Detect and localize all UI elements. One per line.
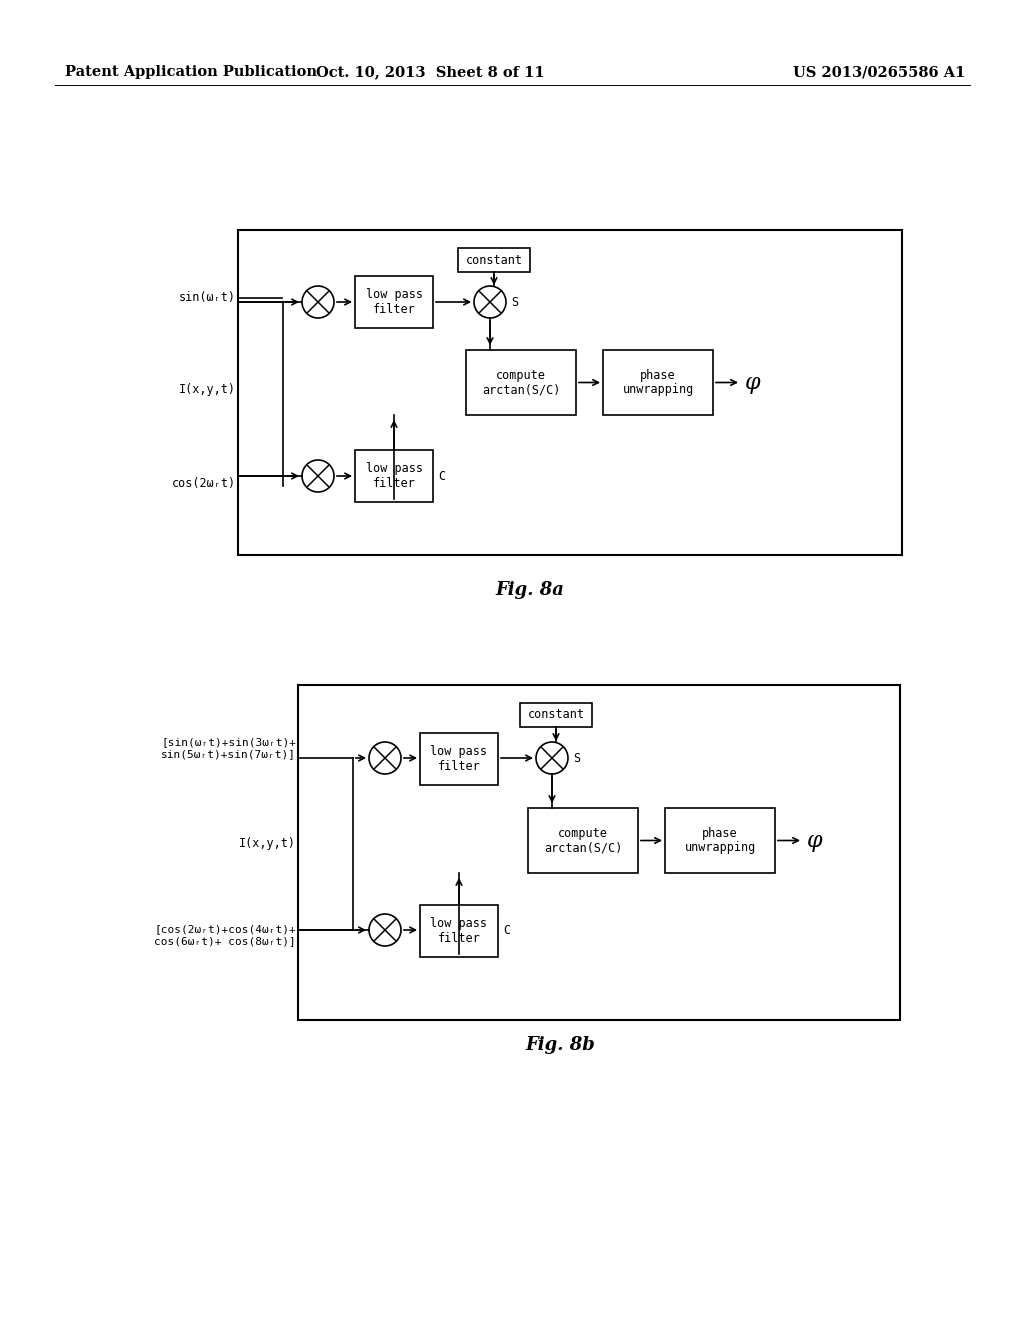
Bar — [520, 704, 592, 727]
Text: low pass
filter: low pass filter — [366, 462, 423, 490]
Bar — [528, 808, 638, 873]
Text: constant: constant — [466, 253, 522, 267]
Text: I(x,y,t): I(x,y,t) — [179, 383, 236, 396]
Text: C: C — [438, 470, 445, 483]
Text: [sin(ωᵣt)+sin(3ωᵣt)+
sin(5ωᵣt)+sin(7ωᵣt)]: [sin(ωᵣt)+sin(3ωᵣt)+ sin(5ωᵣt)+sin(7ωᵣt)… — [161, 737, 296, 759]
Bar — [458, 248, 530, 272]
Text: I(x,y,t): I(x,y,t) — [239, 837, 296, 850]
Bar — [420, 733, 498, 785]
Text: low pass
filter: low pass filter — [430, 744, 487, 774]
Text: phase
unwrapping: phase unwrapping — [623, 368, 693, 396]
Text: cos(2ωᵣt): cos(2ωᵣt) — [172, 478, 236, 491]
Text: φ: φ — [745, 371, 761, 393]
Bar — [420, 906, 498, 957]
Text: sin(ωᵣt): sin(ωᵣt) — [179, 290, 236, 304]
Text: S: S — [511, 296, 518, 309]
Text: Fig. 8b: Fig. 8b — [525, 1036, 595, 1053]
Text: constant: constant — [527, 709, 585, 722]
Text: C: C — [503, 924, 510, 937]
Text: phase
unwrapping: phase unwrapping — [684, 826, 756, 854]
Bar — [665, 808, 775, 873]
Bar — [298, 685, 900, 1020]
Text: low pass
filter: low pass filter — [430, 917, 487, 945]
Bar — [355, 276, 433, 327]
Text: φ: φ — [807, 829, 823, 851]
Bar — [355, 450, 433, 502]
Text: low pass
filter: low pass filter — [366, 288, 423, 315]
Text: Fig. 8a: Fig. 8a — [496, 581, 564, 599]
Text: Patent Application Publication: Patent Application Publication — [65, 65, 317, 79]
Text: compute
arctan(S/C): compute arctan(S/C) — [482, 368, 560, 396]
Bar — [603, 350, 713, 414]
Bar — [238, 230, 902, 554]
Text: US 2013/0265586 A1: US 2013/0265586 A1 — [793, 65, 965, 79]
Text: Oct. 10, 2013  Sheet 8 of 11: Oct. 10, 2013 Sheet 8 of 11 — [315, 65, 545, 79]
Text: S: S — [573, 751, 581, 764]
Text: compute
arctan(S/C): compute arctan(S/C) — [544, 826, 623, 854]
Bar — [466, 350, 575, 414]
Text: [cos(2ωᵣt)+cos(4ωᵣt)+
cos(6ωᵣt)+ cos(8ωᵣt)]: [cos(2ωᵣt)+cos(4ωᵣt)+ cos(6ωᵣt)+ cos(8ωᵣ… — [155, 924, 296, 946]
